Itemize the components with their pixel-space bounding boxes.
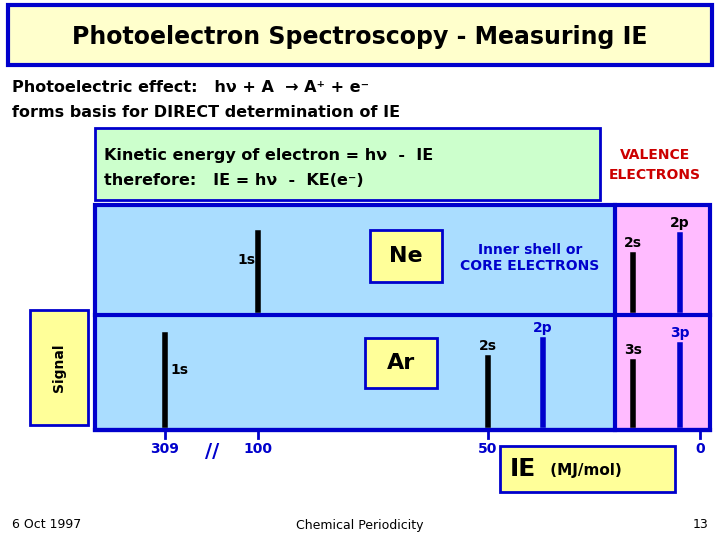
Bar [370, 230, 442, 282]
Text: 2s: 2s [479, 339, 497, 353]
Text: therefore:   IE = hν  -  KE(e⁻): therefore: IE = hν - KE(e⁻) [104, 173, 364, 188]
Text: Photoelectric effect:   hν + A  → A⁺ + e⁻: Photoelectric effect: hν + A → A⁺ + e⁻ [12, 80, 369, 95]
Text: 50: 50 [478, 442, 498, 456]
Text: Ne: Ne [390, 246, 423, 266]
Text: 1s: 1s [170, 363, 188, 377]
Bar [500, 446, 675, 492]
Text: Chemical Periodicity: Chemical Periodicity [296, 518, 424, 531]
Text: 6 Oct 1997: 6 Oct 1997 [12, 518, 81, 531]
Text: 309: 309 [150, 442, 179, 456]
Text: 2p: 2p [670, 216, 690, 230]
Bar [615, 315, 710, 430]
Text: 100: 100 [243, 442, 272, 456]
Text: forms basis for DIRECT determination of IE: forms basis for DIRECT determination of … [12, 105, 400, 120]
Text: ELECTRONS: ELECTRONS [609, 168, 701, 182]
Bar [95, 205, 710, 430]
Bar [8, 5, 712, 65]
Text: Inner shell or
CORE ELECTRONS: Inner shell or CORE ELECTRONS [460, 243, 600, 273]
Text: Kinetic energy of electron = hν  -  IE: Kinetic energy of electron = hν - IE [104, 148, 433, 163]
Text: 13: 13 [692, 518, 708, 531]
Text: 2s: 2s [624, 236, 642, 250]
Text: 2p: 2p [534, 321, 553, 335]
Text: Photoelectron Spectroscopy - Measuring IE: Photoelectron Spectroscopy - Measuring I… [72, 25, 648, 49]
Bar [95, 128, 600, 200]
Text: 0: 0 [696, 442, 705, 456]
Text: 1s: 1s [237, 253, 255, 267]
Bar [95, 205, 615, 315]
Text: VALENCE: VALENCE [620, 148, 690, 162]
Text: //: // [205, 442, 219, 461]
Text: Ar: Ar [387, 353, 415, 373]
Text: Signal: Signal [52, 344, 66, 392]
Bar [365, 338, 437, 388]
Bar [95, 315, 615, 430]
Text: 3p: 3p [670, 326, 690, 340]
Text: 3s: 3s [624, 343, 642, 357]
Text: (MJ/mol): (MJ/mol) [545, 463, 622, 478]
Text: IE: IE [510, 457, 536, 481]
Bar [615, 205, 710, 315]
Bar [30, 310, 88, 425]
